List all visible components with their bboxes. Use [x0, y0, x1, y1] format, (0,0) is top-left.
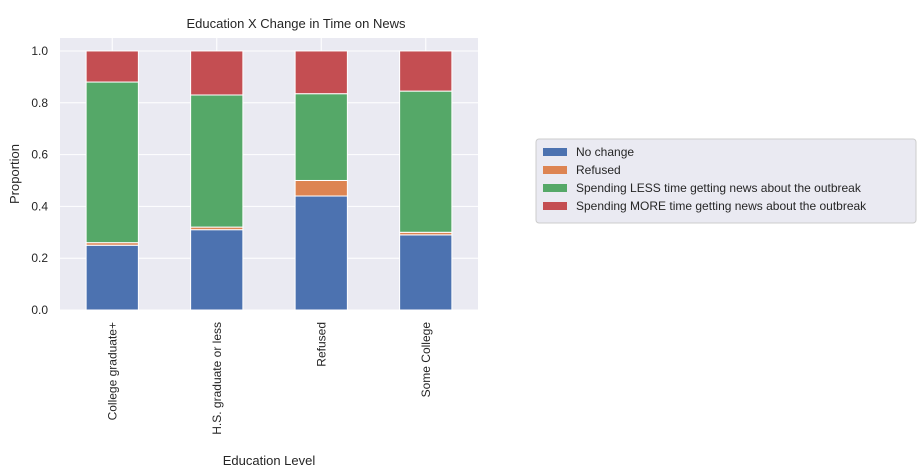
- chart-title: Education X Change in Time on News: [187, 16, 406, 31]
- x-tick-label: College graduate+: [105, 322, 119, 420]
- bar-segment-2-0: [85, 81, 139, 244]
- y-axis-label: Proportion: [7, 144, 22, 204]
- bars: [85, 50, 453, 311]
- y-tick-label: 1.0: [31, 44, 48, 58]
- bar-segment-3-3: [399, 50, 453, 92]
- y-tick-label: 0.6: [31, 148, 48, 162]
- bar-segment-3-2: [294, 50, 348, 95]
- bar-segment-0-2: [294, 195, 348, 311]
- bar-segment-3-1: [190, 50, 244, 96]
- bar-segment-2-3: [399, 90, 453, 233]
- x-axis-label: Education Level: [223, 453, 316, 468]
- legend-swatch: [543, 202, 567, 210]
- bar-segment-2-1: [190, 94, 244, 228]
- legend-swatch: [543, 148, 567, 156]
- legend-entry-label: Refused: [576, 163, 621, 177]
- y-tick-label: 0.0: [31, 303, 48, 317]
- bar-segment-0-3: [399, 234, 453, 311]
- bar-segment-0-0: [85, 244, 139, 311]
- legend: No change Refused Spending LESS time getti…: [535, 138, 917, 224]
- legend-frame: [535, 138, 917, 224]
- legend-entry-label: Spending MORE time getting news about th…: [576, 199, 867, 213]
- bar-segment-3-0: [85, 50, 139, 83]
- x-tick-label: H.S. graduate or less: [210, 322, 224, 435]
- y-tick-labels: 0.0 0.2 0.4 0.6 0.8 1.0: [31, 44, 48, 317]
- legend-swatch: [543, 166, 567, 174]
- legend-entry-label: No change: [576, 145, 634, 159]
- y-tick-label: 0.2: [31, 251, 48, 265]
- x-tick-label: Refused: [314, 322, 328, 367]
- legend-entry-label: Spending LESS time getting news about th…: [576, 181, 862, 195]
- legend-swatch: [543, 184, 567, 192]
- bar-segment-0-1: [190, 229, 244, 311]
- bar-segment-2-2: [294, 93, 348, 181]
- y-tick-label: 0.8: [31, 96, 48, 110]
- bar-segment-1-2: [294, 179, 348, 197]
- y-tick-label: 0.4: [31, 199, 48, 213]
- x-tick-labels: College graduate+ H.S. graduate or less Re…: [105, 322, 433, 435]
- x-tick-label: Some College: [419, 322, 433, 398]
